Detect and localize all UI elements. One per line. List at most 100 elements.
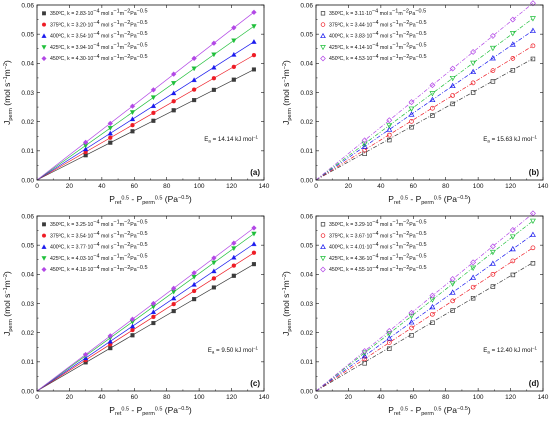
fit-line-450 <box>36 227 255 392</box>
data-point <box>362 151 367 157</box>
legend: 350ºC, k = 2.83·10−4 mol s−1m−2Pa−0.5 375… <box>41 9 148 62</box>
data-point <box>191 281 197 287</box>
legend-entry: 375ºC, k = 3.54·10−4 mol s−1m−2Pa−0.5 <box>50 231 148 239</box>
data-point <box>470 274 477 280</box>
data-point <box>386 340 392 345</box>
y-tick-label: 0.00 <box>21 177 34 184</box>
data-point <box>489 249 496 256</box>
fit-line-375 <box>315 247 534 392</box>
x-tick-label: 100 <box>194 183 205 190</box>
data-point <box>211 64 217 70</box>
data-point <box>386 123 393 129</box>
data-point <box>430 113 435 118</box>
data-point <box>386 132 392 138</box>
data-point <box>171 285 177 292</box>
y-tick-label: 0.04 <box>300 272 313 279</box>
x-tick-label: 100 <box>473 394 484 401</box>
y-tick-label: 0.06 <box>21 2 34 9</box>
legend-entry: 450ºC, k = 4.18·10−4 mol s−1m−2Pa−0.5 <box>50 265 148 273</box>
data-point <box>82 351 89 358</box>
x-tick-label: 140 <box>538 394 549 401</box>
fit-line-350 <box>36 69 255 181</box>
data-point <box>211 52 217 58</box>
data-point <box>231 240 237 246</box>
data-point <box>489 32 496 39</box>
panel-label: (d) <box>529 379 540 388</box>
x-tick-label: 120 <box>505 394 516 401</box>
data-point <box>408 309 415 316</box>
data-point <box>107 333 113 339</box>
data-point <box>231 77 236 82</box>
fit-line-450 <box>315 213 534 392</box>
data-point <box>107 130 113 136</box>
y-tick-label: 0.03 <box>300 90 313 97</box>
x-tick-label: 60 <box>410 394 418 401</box>
data-point <box>191 55 197 62</box>
y-axis-label: Jperm (mol s−1m−2) <box>281 60 293 125</box>
legend-marker <box>320 256 326 262</box>
data-point <box>430 320 435 326</box>
data-point <box>231 246 237 252</box>
data-point <box>409 333 414 338</box>
x-axis-label: Pret0.5 - Pperm0.5 (Pa−0.5) <box>109 405 192 417</box>
data-point <box>529 210 536 217</box>
fit-line-400 <box>315 234 534 392</box>
y-tick-label: 0.05 <box>21 31 34 38</box>
fit-line-425 <box>36 233 255 392</box>
data-point <box>171 295 177 301</box>
fit-line-450 <box>36 11 255 181</box>
data-point <box>211 285 216 290</box>
data-point <box>129 316 136 322</box>
series-425 <box>361 16 536 147</box>
data-point <box>470 265 477 272</box>
series-375 <box>362 43 536 153</box>
legend-marker <box>320 243 326 250</box>
fit-line-375 <box>315 45 534 181</box>
x-tick-label: 0 <box>35 183 39 190</box>
legend-marker <box>320 266 326 273</box>
panel-label: (a) <box>250 168 260 177</box>
data-point <box>387 346 392 351</box>
data-point <box>129 116 136 122</box>
data-point <box>361 141 368 147</box>
data-point <box>171 309 176 314</box>
y-tick-label: 0.01 <box>300 359 313 366</box>
legend-entry: 400ºC, k = 3.77·10−4 mol s−1m−2Pa−0.5 <box>50 242 148 250</box>
data-point <box>449 289 456 295</box>
data-point <box>490 271 496 277</box>
series-400 <box>361 231 536 359</box>
x-tick-label: 100 <box>473 183 484 190</box>
data-point <box>430 105 435 111</box>
data-point <box>510 258 516 264</box>
data-point <box>386 335 393 341</box>
legend-marker <box>42 222 46 227</box>
x-tick-label: 40 <box>377 394 385 401</box>
data-point <box>509 31 516 37</box>
y-tick-label: 0.00 <box>300 177 313 184</box>
fit-line-400 <box>36 243 255 392</box>
y-tick-label: 0.02 <box>300 119 313 126</box>
x-tick-label: 120 <box>505 183 516 190</box>
data-point <box>450 93 456 98</box>
data-point <box>192 297 197 302</box>
data-point <box>529 218 536 225</box>
legend-entry: 400ºC, k = 4.01·10−4 mol s−1m−2Pa−0.5 <box>329 242 427 250</box>
data-point <box>387 137 392 143</box>
data-point <box>151 320 156 326</box>
data-point <box>489 243 496 250</box>
data-point <box>251 67 256 72</box>
data-point <box>429 303 436 310</box>
y-tick-label: 0.03 <box>300 301 313 308</box>
data-point <box>251 39 257 44</box>
x-tick-label: 120 <box>226 183 237 190</box>
data-point <box>251 24 257 29</box>
data-point <box>150 103 157 108</box>
x-tick-label: 0 <box>35 394 39 401</box>
data-point <box>450 308 455 313</box>
y-tick-label: 0.06 <box>300 2 313 9</box>
data-point <box>470 48 477 55</box>
legend-entry: 425ºC, k = 3.94·10−4 mol s−1m−2Pa−0.5 <box>50 43 148 51</box>
data-point <box>489 260 496 266</box>
data-point <box>361 143 368 149</box>
legend-marker <box>320 222 326 227</box>
